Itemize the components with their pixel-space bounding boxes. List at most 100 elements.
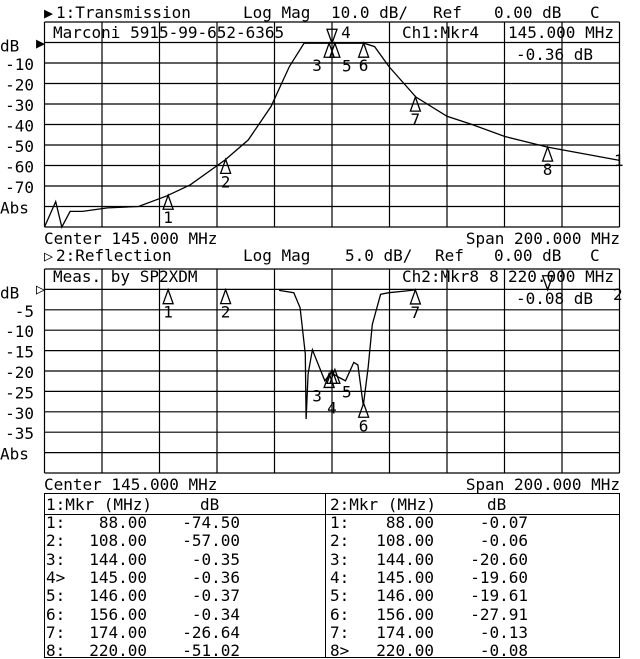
table-row: 2: 108.00 -0.06 [330,531,528,550]
table-row: 8> 220.00 -0.08 [330,641,528,659]
marker-frequency: 144.00 [89,550,147,569]
ch2-center: Center 145.000 MHz [44,475,217,494]
marker-triangle-icon [328,367,341,385]
table-row: 7: 174.00 -0.13 [330,623,528,642]
marker-value: -74.50 [182,513,240,532]
marker-triangle-icon [323,41,336,58]
marker-label: 6 [359,416,369,435]
marker-frequency: 156.00 [376,605,434,624]
marker-table: 1:Mkr (MHz) dB 2:Mkr (MHz) dB 1: 88.00 -74… [44,493,620,659]
table-row: 6: 156.00 -27.91 [330,605,528,624]
marker-label: 7 [411,303,421,322]
y-tick-label: dB [0,37,19,56]
marker-frequency: 174.00 [376,623,434,642]
trace-line [43,42,620,229]
ch2-ref-arrow: ▷ [36,280,45,298]
table-row: 8: 220.00 -51.02 [46,641,240,659]
table-row: 2: 108.00 -57.00 [46,531,240,550]
ch2-indicator: ▷ [44,247,53,265]
marker-triangle-icon [162,193,175,210]
marker-frequency: 146.00 [89,586,147,605]
ch2-ref-value: 0.00 dB [494,246,561,265]
marker-table-frame [44,493,620,658]
marker-label: 5 [342,56,352,75]
marker-label: 8 [543,160,553,179]
marker-number: 3: [46,550,65,569]
marker-number: 4: [330,568,349,587]
marker-frequency: 108.00 [89,531,147,550]
marker-triangle-icon [357,41,370,58]
table-row: 4> 145.00 -0.36 [46,568,240,587]
marker-number: 4> [46,568,65,587]
marker-label: 6 [359,56,369,75]
ch2-title: 2:Reflection [56,246,172,265]
table-right-header-mkr: 2:Mkr (MHz) [330,495,436,514]
marker-value: -0.35 [192,550,240,569]
marker-triangle-icon [323,371,336,389]
ch1-flag: C [590,3,600,22]
marker-number: 8> [330,641,349,659]
table-row: 5: 146.00 -19.61 [330,586,528,605]
y-tick-label: -30 [5,404,34,423]
marker-label: 5 [342,382,352,401]
marker-number: 1: [330,513,349,532]
ch2-ref-label: Ref [435,246,464,265]
ch1-trace-end-label: 1 [614,151,624,170]
table-row: 5: 146.00 -0.37 [46,586,240,605]
marker-number: 5: [46,586,65,605]
table-row: 6: 156.00 -0.34 [46,605,240,624]
table-row: 4: 145.00 -19.60 [330,568,528,587]
ch2-annotation: Meas. by SP2XDM [53,267,198,286]
ch1-center: Center 145.000 MHz [44,229,217,248]
ch1-format: Log Mag [243,3,310,22]
y-tick-label: -25 [5,383,34,402]
marker-triangle-icon [357,401,370,418]
marker-label: 3 [312,386,322,405]
marker-frequency: 220.00 [376,641,434,659]
marker-5: 5 [328,367,352,401]
ch2-active-marker: Ch2:Mkr8 [402,267,479,286]
y-tick-label: -70 [5,178,34,197]
marker-value: -0.34 [192,605,240,624]
marker-label: 1 [163,208,173,227]
trace-line [278,289,416,420]
y-tick-label: -50 [5,137,34,156]
marker-label: 4 [341,23,351,42]
y-tick-label: Abs [0,199,29,218]
marker-8: 8 [489,267,554,292]
marker-frequency: 220.00 [89,641,147,659]
ch1-ref-value: 0.00 dB [494,3,561,22]
ch1-ref-label: Ref [433,3,462,22]
marker-triangle-icon [219,287,232,305]
marker-frequency: 88.00 [99,513,147,532]
marker-value: -0.08 [480,641,528,659]
ch1-ref-arrow: ▶ [36,34,45,52]
marker-triangle-icon [328,41,341,58]
y-tick-label: -60 [5,158,34,177]
marker-frequency: 144.00 [376,550,434,569]
marker-3: 3 [312,371,336,405]
marker-table-rows: 1: 88.00 -74.50 2: 108.00 -57.00 3: 144.00 -0.35… [46,513,528,659]
ch1-title: 1:Transmission [56,3,191,22]
marker-value: -0.07 [480,513,528,532]
y-tick-label: -40 [5,117,34,136]
marker-number: 6: [330,605,349,624]
ch1-active-marker: Ch1:Mkr4 [402,23,479,42]
table-row: 1: 88.00 -0.07 [330,513,528,532]
marker-label: 7 [411,110,421,129]
marker-frequency: 145.00 [89,568,147,587]
y-tick-label: -5 [15,302,34,321]
marker-7: 7 [409,95,422,129]
ch2-marker-value: -0.08 dB [516,289,593,308]
table-row: 3: 144.00 -0.35 [46,550,240,569]
table-right-header-db: dB [487,495,506,514]
ch1-annotation: Marconi 5915-99-652-6365 [53,23,284,42]
y-tick-label: -30 [5,96,34,115]
y-tick-label: -10 [5,322,34,341]
marker-frequency: 174.00 [89,623,147,642]
active-marker-triangle-icon [326,28,338,46]
marker-8: 8 [541,145,554,179]
ch1-span: Span 200.000 MHz [466,229,620,248]
table-left-header-db: dB [200,495,219,514]
